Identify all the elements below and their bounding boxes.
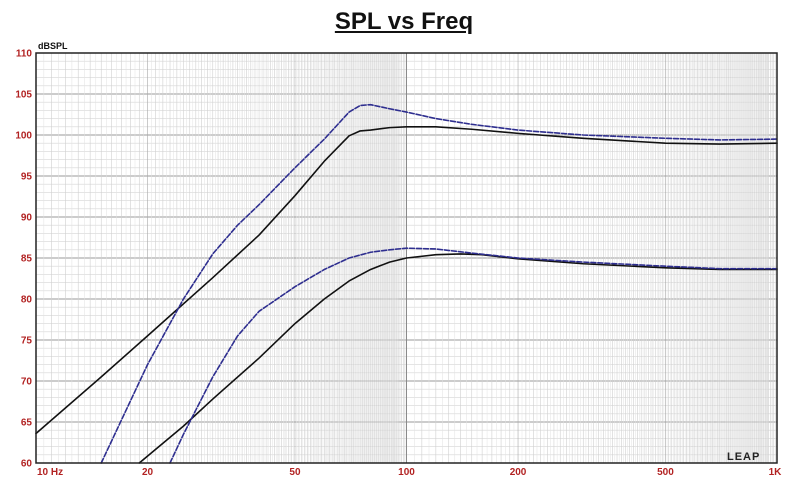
y-tick-label: 70 [21, 377, 33, 388]
x-tick-label: 100 [398, 467, 415, 478]
x-ticks: 10 Hz 20 50 100 200 500 1K [37, 467, 782, 478]
y-tick-label: 65 [21, 418, 33, 429]
x-tick-label: 200 [510, 467, 527, 478]
y-ticks: 60 65 70 75 80 85 90 95 100 105 110 [15, 49, 32, 470]
x-tick-label: 1K [769, 467, 783, 478]
y-tick-label: 100 [15, 131, 32, 142]
y-axis-label: dBSPL [38, 41, 68, 51]
y-tick-label: 110 [16, 49, 33, 60]
series-line-4 [169, 247, 778, 464]
x-tick-label: 50 [289, 467, 301, 478]
series-layer [35, 103, 778, 464]
leap-logo: LEAP [727, 451, 760, 463]
y-tick-label: 75 [21, 336, 33, 347]
y-tick-label: 85 [21, 254, 33, 265]
y-tick-label: 80 [21, 295, 33, 306]
y-tick-label: 95 [21, 172, 33, 183]
y-tick-label: 60 [21, 459, 33, 470]
x-tick-label: 20 [142, 467, 154, 478]
series-line-3 [138, 253, 778, 464]
series-line-1 [35, 126, 778, 435]
grid [35, 52, 777, 464]
series-line-2 [100, 103, 778, 464]
x-tick-label: 500 [657, 467, 674, 478]
chart-title: SPL vs Freq [334, 8, 474, 35]
y-tick-label: 90 [21, 213, 33, 224]
plot-frame [35, 52, 778, 464]
y-tick-label: 105 [15, 90, 32, 101]
x-tick-label: 10 Hz [37, 467, 63, 478]
